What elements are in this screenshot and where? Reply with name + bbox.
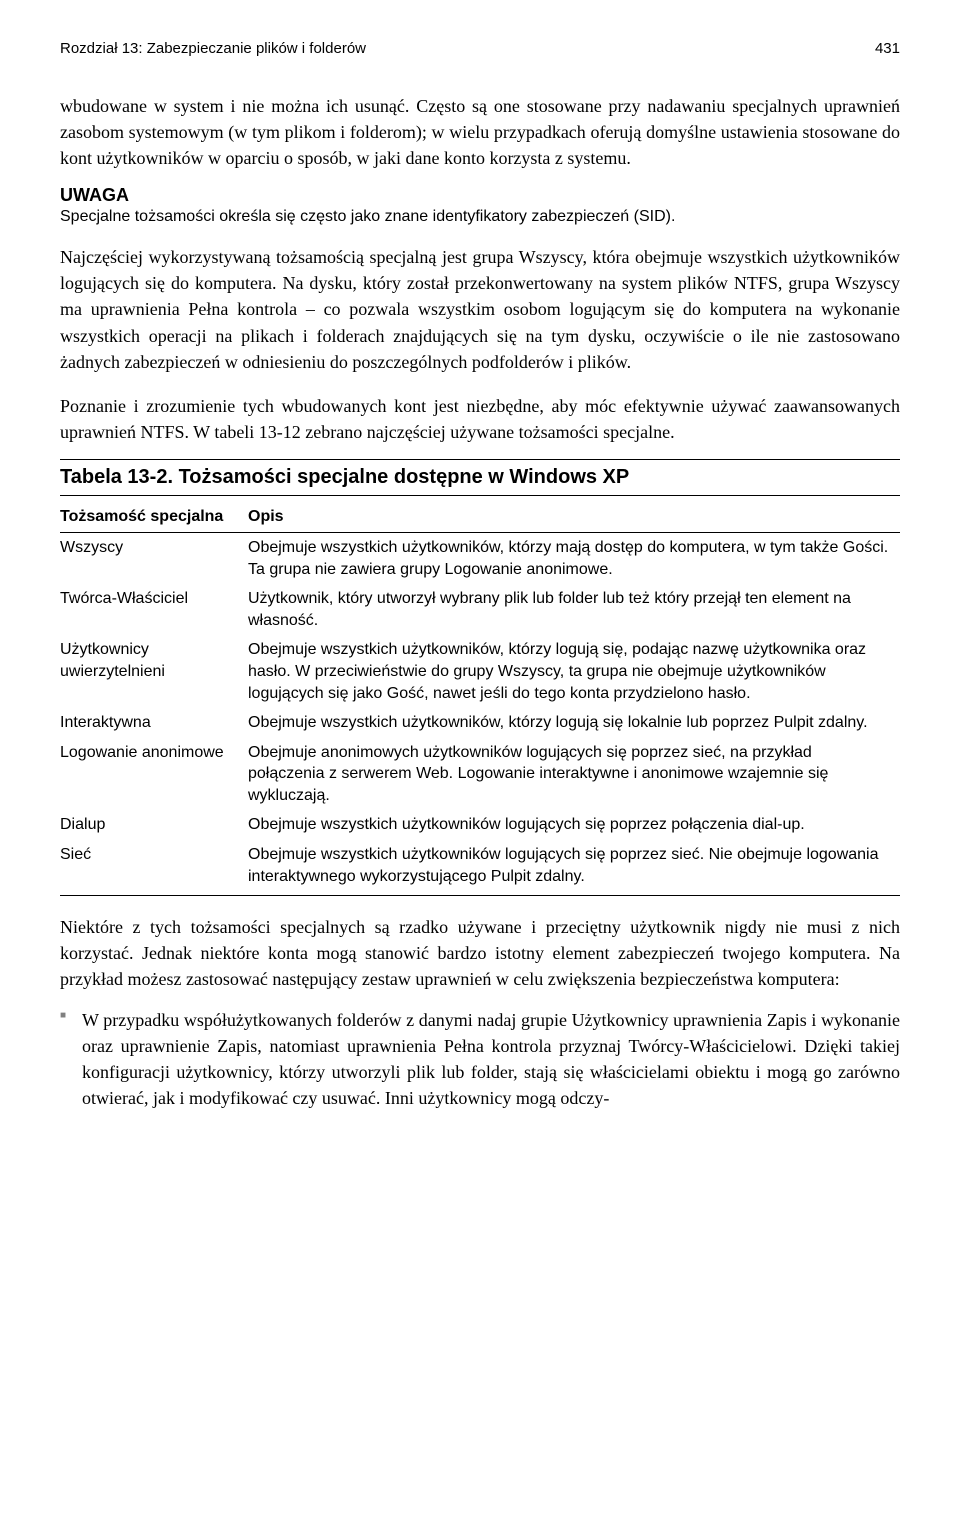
paragraph-1: wbudowane w system i nie można ich usuną… [60,93,900,171]
table-row: Użytkownicy uwierzytelnieni Obejmuje wsz… [60,635,900,708]
page-header: Rozdział 13: Zabezpieczanie plików i fol… [60,40,900,57]
table-row: Logowanie anonimowe Obejmuje anonimowych… [60,738,900,811]
bullet-list: W przypadku współużytkowanych folderów z… [60,1007,900,1111]
identity-desc: Obejmuje wszystkich użytkowników logując… [248,810,900,840]
identity-name: Użytkownicy uwierzytelnieni [60,635,248,708]
identity-desc: Obejmuje anonimowych użytkowników logują… [248,738,900,811]
table-row: Dialup Obejmuje wszystkich użytkowników … [60,810,900,840]
table-title: Tabela 13-2. Tożsamości specjalne dostęp… [60,459,900,496]
paragraph-4: Niektóre z tych tożsamości specjalnych s… [60,914,900,992]
note-text: Specjalne tożsamości określa się często … [60,208,900,226]
table-row: Sieć Obejmuje wszystkich użytkowników lo… [60,840,900,896]
identity-name: Dialup [60,810,248,840]
paragraph-2: Najczęściej wykorzystywaną tożsamością s… [60,244,900,374]
note-label: UWAGA [60,185,900,206]
bullet-item: W przypadku współużytkowanych folderów z… [60,1007,900,1111]
identity-desc: Obejmuje wszystkich użytkowników, którzy… [248,532,900,584]
identity-name: Interaktywna [60,708,248,738]
identity-desc: Obejmuje wszystkich użytkowników logując… [248,840,900,896]
table-header-col1: Tożsamość specjalna [60,504,248,533]
identity-desc: Obejmuje wszystkich użytkowników, którzy… [248,635,900,708]
paragraph-3: Poznanie i zrozumienie tych wbudowanych … [60,393,900,445]
identity-desc: Użytkownik, który utworzył wybrany plik … [248,584,900,635]
identity-name: Logowanie anonimowe [60,738,248,811]
chapter-label: Rozdział 13: Zabezpieczanie plików i fol… [60,40,366,57]
identity-desc: Obejmuje wszystkich użytkowników, którzy… [248,708,900,738]
table-row: Twórca-Właściciel Użytkownik, który utwo… [60,584,900,635]
identity-name: Twórca-Właściciel [60,584,248,635]
page-number: 431 [875,40,900,57]
identity-name: Sieć [60,840,248,896]
table-row: Wszyscy Obejmuje wszystkich użytkowników… [60,532,900,584]
table-row: Interaktywna Obejmuje wszystkich użytkow… [60,708,900,738]
special-identities-table: Tożsamość specjalna Opis Wszyscy Obejmuj… [60,504,900,896]
table-header-col2: Opis [248,504,900,533]
identity-name: Wszyscy [60,532,248,584]
